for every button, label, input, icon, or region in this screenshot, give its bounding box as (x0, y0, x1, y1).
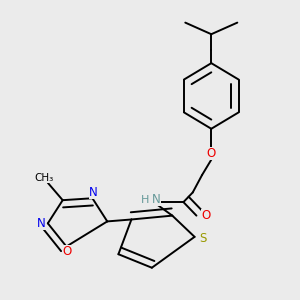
Text: N: N (89, 186, 98, 199)
Text: O: O (62, 245, 72, 258)
Text: O: O (201, 209, 210, 222)
Text: N: N (152, 193, 161, 206)
Text: O: O (207, 147, 216, 161)
Text: S: S (199, 232, 206, 245)
Text: H: H (141, 195, 150, 205)
Text: CH₃: CH₃ (34, 173, 54, 183)
Text: N: N (37, 217, 46, 230)
